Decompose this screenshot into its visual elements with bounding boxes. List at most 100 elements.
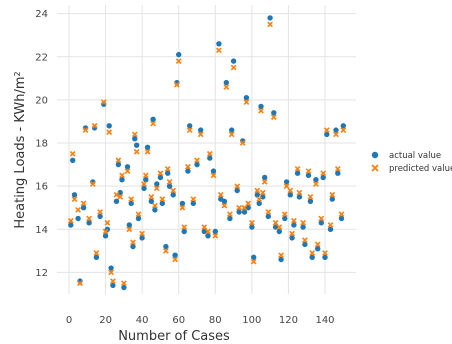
actual-value-point xyxy=(227,215,233,222)
predicted-value-point xyxy=(206,150,213,157)
actual-value-point xyxy=(121,284,127,291)
actual-value-point xyxy=(132,136,138,142)
actual-value-point xyxy=(258,103,264,110)
x-tick-label: 60 xyxy=(172,315,185,326)
predicted-value-point xyxy=(254,187,261,194)
actual-value-point xyxy=(287,192,293,198)
actual-value-point xyxy=(271,110,277,116)
predicted-value-point xyxy=(108,269,114,276)
actual-value-point xyxy=(302,241,308,248)
predicted-value-point xyxy=(93,250,100,256)
y-tick-label: 20 xyxy=(35,95,48,106)
predicted-value-point xyxy=(71,196,78,202)
predicted-value-point xyxy=(265,209,272,215)
actual-value-point xyxy=(212,228,218,235)
actual-value-point xyxy=(221,198,228,204)
actual-value-point xyxy=(141,185,147,191)
actual-value-point xyxy=(216,41,222,47)
predicted-value-point xyxy=(305,168,312,174)
actual-value-point xyxy=(185,168,191,174)
x-tick-label: 20 xyxy=(99,315,112,326)
x-tick-label: 40 xyxy=(136,315,149,326)
actual-value-point xyxy=(166,183,173,189)
actual-value-point xyxy=(117,189,123,196)
predicted-value-point xyxy=(97,209,103,215)
predicted-value-point xyxy=(91,122,98,129)
predicted-value-point xyxy=(148,194,155,200)
actual-value-point xyxy=(68,222,74,228)
predicted-value-point xyxy=(67,217,74,224)
actual-value-point xyxy=(262,174,268,181)
predicted-value-point xyxy=(221,202,228,209)
actual-value-point xyxy=(159,200,165,207)
actual-value-point xyxy=(300,224,306,230)
actual-value-point xyxy=(86,220,92,226)
y-axis-label-main: Heating Loads - KWh/m xyxy=(13,76,28,228)
actual-value-point xyxy=(165,170,171,176)
predicted-value-point xyxy=(205,228,211,235)
predicted-value-point xyxy=(131,131,138,138)
x-tick-label: 140 xyxy=(315,315,334,326)
predicted-value-point xyxy=(77,280,83,287)
predicted-value-point xyxy=(223,84,230,90)
x-tick-label: 100 xyxy=(242,315,261,326)
predicted-value-point xyxy=(194,157,200,164)
actual-value-point xyxy=(251,254,257,260)
predicted-value-point xyxy=(236,204,242,211)
predicted-value-point xyxy=(150,120,156,127)
predicted-value-point xyxy=(239,140,246,146)
actual-value-point xyxy=(198,127,204,133)
predicted-value-point xyxy=(250,258,257,265)
actual-value-point xyxy=(249,224,255,230)
predicted-value-point xyxy=(333,131,339,138)
actual-value-point xyxy=(187,123,193,129)
predicted-value-point xyxy=(243,99,250,105)
predicted-value-point xyxy=(100,99,107,105)
actual-value-point xyxy=(194,161,200,168)
predicted-value-point xyxy=(323,127,330,133)
predicted-value-point xyxy=(228,131,235,138)
predicted-value-point xyxy=(278,252,284,259)
predicted-value-point xyxy=(261,179,268,185)
predicted-value-point xyxy=(267,21,273,28)
actual-value-point xyxy=(340,123,346,129)
actual-value-point xyxy=(144,144,151,150)
actual-value-point xyxy=(294,170,301,176)
actual-value-point xyxy=(322,254,328,260)
actual-value-point xyxy=(291,222,297,228)
predicted-value-point xyxy=(82,127,89,133)
actual-value-point xyxy=(163,243,169,250)
predicted-value-point xyxy=(181,224,188,230)
actual-value-point xyxy=(119,177,125,183)
y-axis-label-superscript: 2 xyxy=(13,71,22,76)
actual-value-point xyxy=(265,213,271,220)
predicted-value-point xyxy=(307,194,314,200)
predicted-value-point xyxy=(142,172,149,179)
actual-value-point xyxy=(80,205,87,211)
predicted-value-point xyxy=(141,181,147,187)
actual-value-point xyxy=(154,181,160,187)
actual-value-point xyxy=(108,265,114,271)
actual-value-point xyxy=(75,215,81,222)
predicted-value-point xyxy=(289,230,295,237)
predicted-value-point xyxy=(314,241,321,248)
predicted-value-point xyxy=(294,166,301,172)
actual-value-point xyxy=(102,233,109,239)
y-tick-label: 12 xyxy=(35,268,48,279)
actual-value-point xyxy=(236,209,242,215)
y-tick-label: 24 xyxy=(35,9,48,20)
predicted-value-point xyxy=(172,256,178,263)
predicted-value-point xyxy=(152,202,158,209)
x-tick-label: 120 xyxy=(279,315,298,326)
actual-value-point xyxy=(335,170,341,176)
predicted-value-point xyxy=(241,204,248,211)
predicted-value-point xyxy=(272,219,279,226)
y-tick-label: 16 xyxy=(35,182,48,193)
predicted-value-point xyxy=(174,81,180,88)
predicted-value-point xyxy=(313,181,319,187)
predicted-value-point xyxy=(186,127,193,133)
predicted-value-point xyxy=(163,248,169,254)
actual-value-point xyxy=(260,194,266,200)
actual-value-point xyxy=(296,194,303,200)
